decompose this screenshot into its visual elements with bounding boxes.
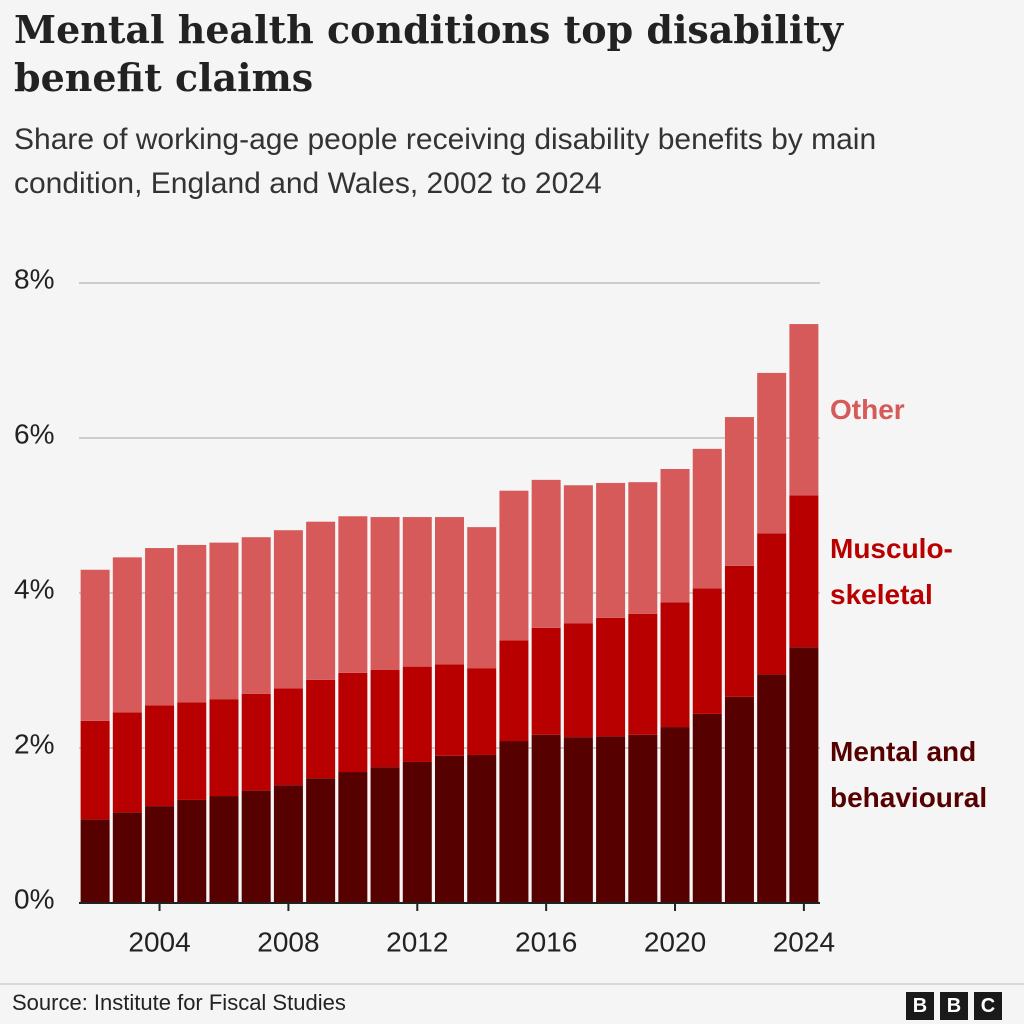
- bar-segment: [499, 640, 529, 742]
- bar-segment: [789, 495, 819, 648]
- bar-segment: [241, 693, 271, 791]
- bar-segment: [467, 754, 497, 903]
- bar-segment: [338, 672, 368, 773]
- bar-segment: [306, 778, 336, 903]
- x-tick-label: 2004: [128, 926, 190, 957]
- bar-segment: [112, 712, 142, 813]
- legend-label: Musculo-skeletal: [830, 533, 953, 610]
- bar-segment: [628, 613, 658, 735]
- logo: C: [974, 992, 1002, 1020]
- bar-segment: [596, 617, 626, 737]
- bar-segment: [241, 537, 271, 694]
- y-tick-label: 0%: [14, 883, 54, 914]
- bar-segment: [112, 812, 142, 903]
- bar-segment: [241, 790, 271, 903]
- bar-segment: [563, 623, 593, 738]
- chart-subtitle: Share of working-age people receiving di…: [14, 123, 877, 200]
- bar-segment: [177, 799, 207, 903]
- bar-segment: [628, 482, 658, 614]
- bar-segment: [273, 785, 303, 903]
- bar-segment: [435, 755, 464, 903]
- logo: B: [906, 992, 934, 1020]
- bar-segment: [757, 674, 787, 903]
- y-tick-label: 6%: [14, 418, 54, 449]
- y-tick-label: 8%: [14, 263, 54, 294]
- bar-segment: [370, 767, 400, 903]
- bar-segment: [789, 647, 819, 903]
- bar-segment: [467, 668, 497, 755]
- bar-segment: [370, 669, 400, 768]
- bar-segment: [499, 490, 529, 641]
- bar-segment: [724, 696, 754, 903]
- bar-segment: [145, 548, 175, 706]
- x-tick-label: 2024: [773, 926, 835, 957]
- bar-segment: [145, 705, 175, 807]
- bar-segment: [209, 796, 239, 903]
- bar-segment: [531, 734, 561, 903]
- x-tick-label: 2012: [386, 926, 448, 957]
- bar-segment: [660, 727, 690, 903]
- bar-segment: [402, 666, 432, 762]
- bar-segment: [209, 699, 239, 797]
- bar-segment: [338, 772, 368, 903]
- legend-label: Mental and behavioural: [830, 736, 988, 813]
- bar-segment: [692, 713, 722, 903]
- bar-segment: [338, 516, 368, 673]
- bar-segment: [757, 533, 787, 675]
- bar-segment: [789, 324, 819, 496]
- bar-segment: [145, 806, 175, 903]
- bar-segment: [531, 627, 561, 735]
- chart-title: Mental health conditions top disability …: [14, 7, 843, 100]
- bar-segment: [692, 448, 722, 589]
- bar-segment: [273, 530, 303, 689]
- source: Source: Institute for Fiscal Studies: [12, 990, 346, 1015]
- bar-segment: [435, 664, 464, 756]
- y-tick-label: 2%: [14, 728, 54, 759]
- x-tick-label: 2008: [257, 926, 319, 957]
- x-tick-label: 2016: [515, 926, 577, 957]
- bar-segment: [402, 761, 432, 903]
- bar-segment: [563, 485, 593, 624]
- bar-segment: [273, 688, 303, 786]
- bar-segment: [370, 517, 400, 670]
- bar-segment: [596, 736, 626, 903]
- logo: B: [940, 992, 968, 1020]
- bar-segment: [209, 542, 239, 700]
- legend-label: Other: [830, 394, 905, 425]
- bar-segment: [660, 602, 690, 728]
- bar-segment: [80, 569, 110, 721]
- bar-segment: [757, 372, 787, 534]
- bar-segment: [177, 544, 207, 703]
- bar-segment: [499, 741, 529, 903]
- x-tick-label: 2020: [644, 926, 706, 957]
- bar-segment: [563, 737, 593, 903]
- bar-segment: [467, 527, 497, 669]
- bar-segment: [531, 479, 561, 628]
- bar-segment: [112, 557, 142, 713]
- bar-segment: [402, 517, 432, 667]
- bar-segment: [435, 517, 464, 665]
- bar-segment: [596, 482, 626, 618]
- bar-segment: [692, 588, 722, 714]
- bar-segment: [80, 720, 110, 820]
- bar-segment: [306, 521, 336, 680]
- bar-segment: [724, 417, 754, 566]
- bar-segment: [660, 469, 690, 603]
- bar-segment: [628, 734, 658, 903]
- bar-segment: [177, 702, 207, 800]
- bar-segment: [306, 679, 336, 779]
- bar-segment: [724, 565, 754, 697]
- y-tick-label: 4%: [14, 573, 54, 604]
- bar-segment: [80, 819, 110, 903]
